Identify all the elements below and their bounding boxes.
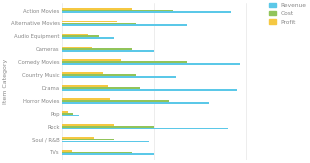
Bar [62, 76, 176, 78]
Bar [62, 23, 136, 24]
Bar [62, 115, 79, 116]
Bar [62, 153, 154, 155]
Bar [62, 50, 154, 52]
Bar [62, 10, 173, 11]
Bar [62, 36, 99, 37]
Bar [62, 85, 108, 87]
Bar [62, 100, 169, 102]
Bar [62, 48, 132, 50]
Bar [62, 128, 228, 129]
Bar [62, 152, 132, 153]
Bar [62, 87, 140, 89]
Bar [62, 47, 92, 48]
Bar [62, 24, 187, 26]
Y-axis label: Item Category: Item Category [3, 59, 8, 104]
Bar [62, 141, 149, 142]
Bar [62, 111, 68, 113]
Bar [62, 102, 209, 104]
Bar [62, 89, 237, 91]
Bar [62, 34, 88, 35]
Bar [62, 61, 187, 63]
Bar [62, 37, 114, 39]
Bar [62, 8, 132, 10]
Bar [62, 150, 72, 152]
Bar [62, 21, 117, 22]
Bar [62, 63, 240, 65]
Bar [62, 139, 114, 140]
Bar [62, 126, 154, 127]
Bar [62, 72, 103, 74]
Bar [62, 113, 73, 115]
Bar [62, 124, 114, 126]
Bar [62, 59, 121, 61]
Legend: Revenue, Cost, Profit: Revenue, Cost, Profit [269, 3, 307, 25]
Bar [62, 11, 231, 13]
Bar [62, 74, 136, 76]
Bar [62, 137, 94, 139]
Bar [62, 98, 110, 100]
